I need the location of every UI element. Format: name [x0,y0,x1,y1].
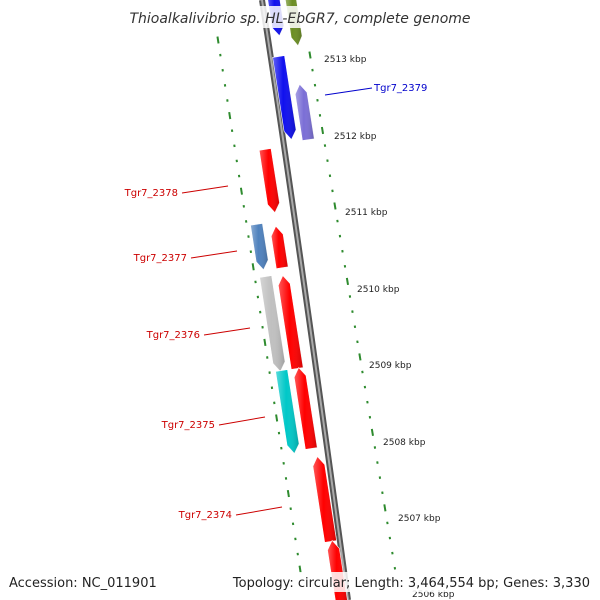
kbp-marker-label: 2507 kbp [398,514,441,524]
inner-track-major-tick [251,263,255,271]
accession-text: Accession: NC_011901 [9,576,157,591]
inner-track-major-tick [216,36,220,44]
title-backdrop [128,6,472,28]
gene-label[interactable]: Tgr7_2374 [178,510,232,521]
gene-arrow-shading [259,275,285,372]
genome-backbone-highlight [261,0,349,600]
inner-track-major-tick [286,489,290,498]
inner-track-major-tick [239,187,243,195]
gene-label[interactable]: Tgr7_2378 [124,188,178,199]
gene-arrow-shading [312,456,337,543]
inner-track-major-tick [298,565,302,573]
kbp-marker-label: 2509 kbp [369,361,412,371]
gene-label-leader [181,185,229,194]
genome-summary-text: Topology: circular; Length: 3,464,554 bp… [232,576,590,591]
gene-label-leader [324,87,373,96]
outer-track-major-tick [358,353,362,361]
kbp-marker-label: 2508 kbp [383,438,426,448]
gene-arrow-shading [272,55,296,140]
gene-arrow-shading [271,226,289,269]
kbp-layer: 2513 kbp 2512 kbp 2511 kbp 2510 kbp 2509 kbp… [324,55,455,600]
gene-arrow-shading [275,369,299,454]
inner-track-major-tick [263,338,267,346]
gene-arrow-shading [294,367,318,450]
gene-label[interactable]: Tgr7_2376 [146,330,200,341]
label-layer: Tgr7_2379 Tgr7_2378 Tgr7_2377 Tgr7_2376 Tgr7… [124,83,428,521]
gene-label[interactable]: Tgr7_2377 [133,253,187,264]
gene-arrow-shading [250,223,269,270]
kbp-marker-label: 2513 kbp [324,55,367,65]
outer-track-major-tick [333,202,337,210]
gene-label-leader [203,327,251,336]
gene-arrow-shading [295,84,315,141]
outer-track-major-tick [370,428,374,436]
inner-track-major-tick [228,111,232,120]
footer-backdrop [0,572,600,592]
kbp-marker-label: 2510 kbp [357,285,400,295]
outer-track-major-tick [383,504,387,512]
map-title: Thioalkalivibrio sp. HL-EbGR7, complete … [129,11,470,27]
gene-layer [250,0,348,600]
gene-label-leader [190,250,238,259]
kbp-marker-label: 2512 kbp [334,132,377,142]
gene-label-leader [235,506,283,516]
outer-track-major-tick [308,51,312,59]
gene-label[interactable]: Tgr7_2375 [161,420,215,431]
gene-arrow-shading [259,148,280,213]
outer-track-major-tick [320,126,325,135]
gene-label[interactable]: Tgr7_2379 [373,83,427,94]
gene-arrow-shading [278,275,304,370]
kbp-marker-label: 2511 kbp [345,208,388,218]
inner-track-major-tick [275,414,279,422]
gene-label-leader [218,416,266,426]
tick-layer [216,36,397,573]
outer-track-major-tick [345,277,350,286]
kbp-marker-label: 2506 kbp [412,590,455,600]
